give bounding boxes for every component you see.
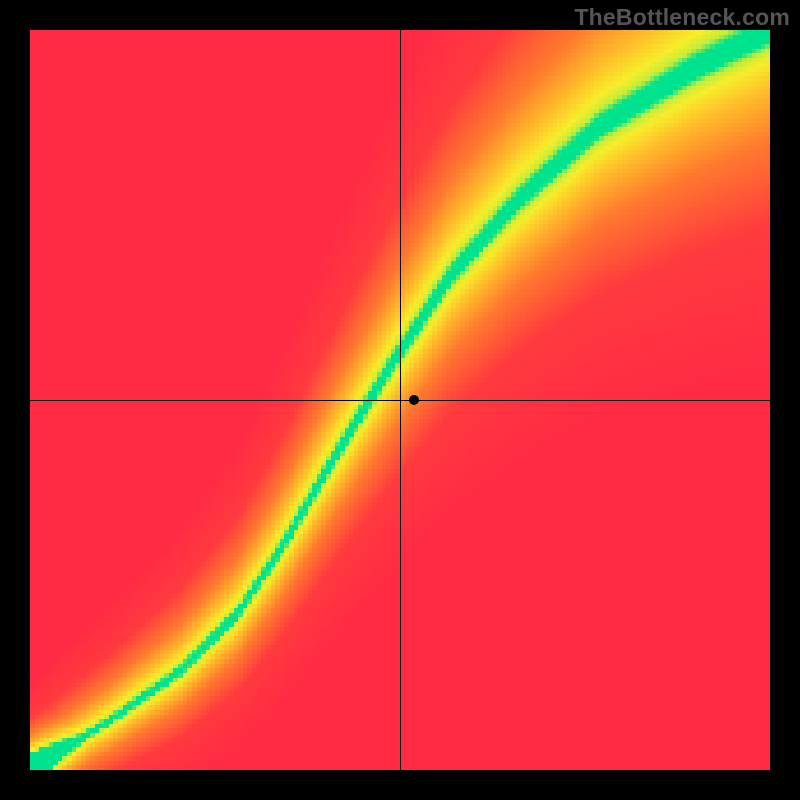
watermark-text: TheBottleneck.com bbox=[574, 4, 790, 31]
heatmap-canvas bbox=[30, 30, 770, 770]
